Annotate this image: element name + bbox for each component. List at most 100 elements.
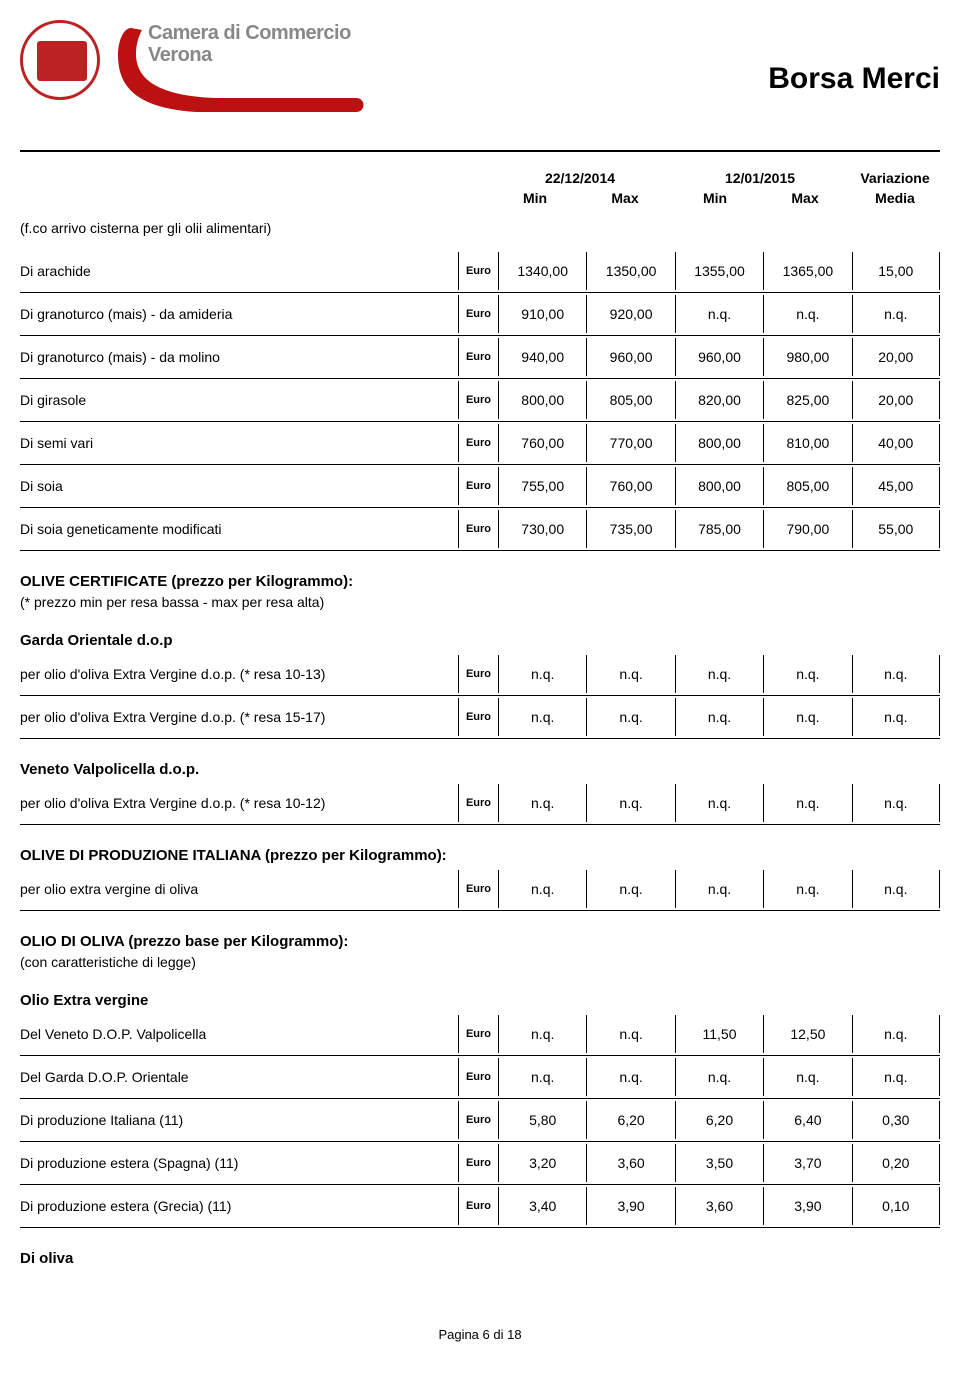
unit-cell: Euro [458,338,498,376]
value-cell: n.q. [498,1058,586,1096]
value-cell: 810,00 [763,424,851,462]
column-header-sub: Min Max Min Max Media [20,190,940,206]
value-cell: 40,00 [852,424,940,462]
min-header-2: Min [670,190,760,206]
value-cell: 1340,00 [498,252,586,290]
unit-cell: Euro [458,655,498,693]
value-cell: n.q. [675,698,763,736]
min-header: Min [490,190,580,206]
media-header: Media [850,190,940,206]
table-row: per olio d'oliva Extra Vergine d.o.p. (*… [20,782,940,825]
table-row: Di granoturco (mais) - da amideriaEuro91… [20,293,940,336]
date1-header: 22/12/2014 [490,170,670,186]
table-row: per olio extra vergine di olivaEuron.q.n… [20,868,940,911]
value-cell: n.q. [675,295,763,333]
seal-icon [20,20,100,100]
value-cell: 6,20 [675,1101,763,1139]
org-line2: Verona [148,44,351,66]
value-cell: n.q. [498,870,586,908]
value-cell: n.q. [763,295,851,333]
value-cell: 800,00 [675,424,763,462]
logo-block: Camera di Commercio Verona [20,20,356,120]
value-cell: n.q. [586,698,674,736]
row-label: Di girasole [20,392,458,408]
value-cell: n.q. [852,1015,940,1053]
row-label: Di arachide [20,263,458,279]
value-cell: n.q. [498,698,586,736]
unit-cell: Euro [458,510,498,548]
row-label: Di soia geneticamente modificati [20,521,458,537]
value-cell: n.q. [675,1058,763,1096]
value-cell: 12,50 [763,1015,851,1053]
section-extra-title: Olio Extra vergine [20,992,940,1009]
value-cell: 785,00 [675,510,763,548]
value-cell: 825,00 [763,381,851,419]
value-cell: n.q. [852,295,940,333]
unit-cell: Euro [458,784,498,822]
row-label: per olio d'oliva Extra Vergine d.o.p. (*… [20,709,458,725]
value-cell: n.q. [586,1058,674,1096]
value-cell: 820,00 [675,381,763,419]
value-cell: 15,00 [852,252,940,290]
unit-cell: Euro [458,295,498,333]
value-cell: 940,00 [498,338,586,376]
variazione-header: Variazione [850,170,940,186]
value-cell: n.q. [498,1015,586,1053]
value-cell: n.q. [586,870,674,908]
value-cell: 1365,00 [763,252,851,290]
row-label: Di produzione estera (Spagna) (11) [20,1155,458,1171]
value-cell: 800,00 [675,467,763,505]
value-cell: 3,90 [763,1187,851,1225]
value-cell: 805,00 [586,381,674,419]
row-label: Di granoturco (mais) - da molino [20,349,458,365]
value-cell: 3,90 [586,1187,674,1225]
row-label: Del Garda D.O.P. Orientale [20,1069,458,1085]
max-header-2: Max [760,190,850,206]
value-cell: n.q. [852,870,940,908]
value-cell: 790,00 [763,510,851,548]
unit-cell: Euro [458,1058,498,1096]
value-cell: n.q. [852,655,940,693]
unit-cell: Euro [458,467,498,505]
value-cell: n.q. [586,1015,674,1053]
unit-cell: Euro [458,1187,498,1225]
section-prod-it-title: OLIVE DI PRODUZIONE ITALIANA (prezzo per… [20,847,940,864]
unit-cell: Euro [458,424,498,462]
page-header: Camera di Commercio Verona Borsa Merci [20,20,940,152]
unit-cell: Euro [458,381,498,419]
value-cell: 920,00 [586,295,674,333]
value-cell: n.q. [763,784,851,822]
value-cell: 770,00 [586,424,674,462]
row-label: per olio extra vergine di oliva [20,881,458,897]
unit-cell: Euro [458,252,498,290]
org-line1: Camera di Commercio [148,22,351,44]
value-cell: 960,00 [675,338,763,376]
value-cell: 11,50 [675,1015,763,1053]
value-cell: n.q. [498,784,586,822]
page-title: Borsa Merci [768,62,940,96]
value-cell: 0,20 [852,1144,940,1182]
value-cell: 0,10 [852,1187,940,1225]
value-cell: n.q. [763,1058,851,1096]
value-cell: 20,00 [852,381,940,419]
section-olive-cert-sub: (* prezzo min per resa bassa - max per r… [20,594,940,610]
value-cell: n.q. [498,655,586,693]
table-row: Del Veneto D.O.P. ValpolicellaEuron.q.n.… [20,1013,940,1056]
value-cell: 20,00 [852,338,940,376]
value-cell: 960,00 [586,338,674,376]
table-row: Di produzione Italiana (11)Euro5,806,206… [20,1099,940,1142]
unit-cell: Euro [458,1101,498,1139]
value-cell: n.q. [763,655,851,693]
row-label: Di granoturco (mais) - da amideria [20,306,458,322]
table-row: Di granoturco (mais) - da molinoEuro940,… [20,336,940,379]
value-cell: 55,00 [852,510,940,548]
value-cell: 3,50 [675,1144,763,1182]
value-cell: 3,60 [586,1144,674,1182]
value-cell: 980,00 [763,338,851,376]
value-cell: 0,30 [852,1101,940,1139]
date2-header: 12/01/2015 [670,170,850,186]
value-cell: n.q. [675,870,763,908]
value-cell: 3,40 [498,1187,586,1225]
value-cell: 45,00 [852,467,940,505]
row-label: per olio d'oliva Extra Vergine d.o.p. (*… [20,666,458,682]
